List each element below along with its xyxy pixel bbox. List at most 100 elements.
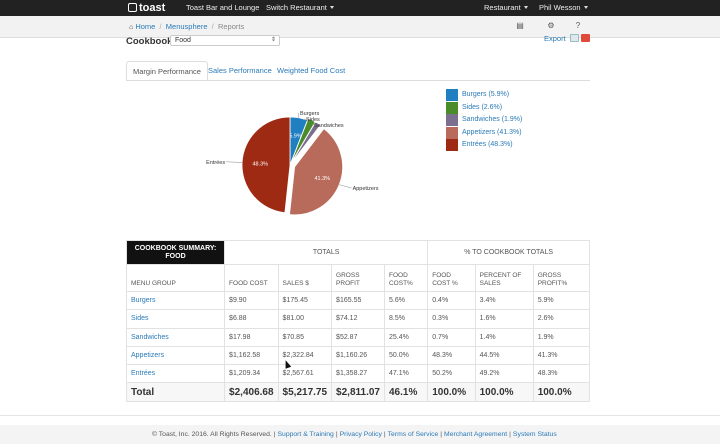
cookbook-select[interactable]: Food ⇕	[170, 35, 280, 46]
breadcrumb-home[interactable]: Home	[135, 22, 156, 31]
user-menu[interactable]: Phil Wesson	[539, 0, 588, 16]
total-cell: 100.0%	[532, 382, 591, 403]
total-cell: 46.1%	[383, 382, 429, 403]
footer-separator: |	[440, 431, 443, 438]
table-cell: $1,162.58	[224, 345, 279, 366]
restaurant-menu-label: Restaurant	[484, 3, 521, 12]
column-header: PERCENT OF SALES	[474, 264, 534, 292]
table-cell: 3.4%	[474, 290, 534, 311]
menu-group-link[interactable]: Sides	[125, 309, 226, 329]
table-cell: $74.12	[331, 309, 385, 329]
table-cell: 47.1%	[383, 364, 429, 384]
toast-logo-icon	[128, 3, 137, 12]
pdf-icon[interactable]	[581, 34, 590, 42]
pie-outer-label: Entrées	[206, 160, 225, 166]
legend-label: Sides (2.6%)	[462, 103, 503, 111]
pie-slice-sandwiches[interactable]	[290, 121, 321, 164]
tab-margin-performance[interactable]: Margin Performance	[126, 61, 208, 81]
select-arrows-icon: ⇕	[270, 37, 276, 43]
table-cell: $165.55	[331, 290, 385, 311]
toast-logo[interactable]: toast	[128, 0, 165, 16]
legend-label: Entrées (48.3%)	[462, 141, 513, 148]
chevron-down-icon	[583, 6, 588, 9]
pie-leader-line	[297, 112, 300, 118]
column-header: SALES $	[277, 264, 333, 292]
column-header: MENU GROUP	[125, 264, 226, 292]
pie-inner-label: 41.3%	[314, 176, 330, 182]
breadcrumb-current: Reports	[217, 22, 245, 31]
table-cell: 25.4%	[383, 327, 429, 347]
table-cell: $17.98	[224, 327, 279, 347]
pie-outer-label: Burgers	[300, 111, 320, 117]
footer-link[interactable]: Privacy Policy	[339, 431, 382, 438]
pie-leader-line	[339, 184, 352, 189]
pie-slice-entres[interactable]	[241, 116, 291, 214]
table-cell: 2.6%	[532, 309, 591, 329]
footer-link[interactable]: Terms of Service	[387, 431, 439, 438]
menu-group-link[interactable]: Sandwiches	[125, 327, 226, 347]
switch-restaurant-menu[interactable]: Switch Restaurant	[266, 0, 334, 16]
cookbook-label: Cookbook:	[126, 36, 176, 47]
table-cell: 50.0%	[383, 345, 429, 366]
breadcrumb-menusphere[interactable]: Menusphere	[165, 22, 208, 31]
chevron-down-icon	[523, 6, 528, 9]
footer-link[interactable]: Merchant Agreement	[444, 431, 508, 438]
breadcrumb: ⌂ Home / Menusphere / Reports	[129, 16, 244, 39]
legend-item[interactable]: Sandwiches (1.9%)	[446, 114, 522, 127]
legend-item[interactable]: Sides (2.6%)	[446, 101, 522, 115]
footer-separator: |	[273, 431, 276, 438]
table-cell: $2,567.61	[277, 364, 333, 384]
help-icon[interactable]: ?	[575, 21, 581, 30]
table-cell: 5.9%	[532, 290, 591, 311]
legend-swatch	[446, 139, 458, 151]
location-name: Toast Bar and Lounge	[186, 3, 260, 12]
footer-link[interactable]: System Status	[512, 431, 557, 438]
column-header-text: PROFIT	[336, 280, 360, 287]
pie-inner-label: 5.9%	[289, 134, 302, 140]
total-cell: $5,217.75	[277, 382, 333, 403]
table-cell: 49.2%	[474, 364, 534, 384]
menu-group-link[interactable]: Appetizers	[125, 345, 226, 366]
table-cell: $9.90	[224, 290, 279, 311]
legend-label: Appetizers (41.3%)	[462, 128, 522, 136]
excel-icon[interactable]	[570, 34, 579, 42]
table-cell: $175.45	[277, 290, 333, 311]
document-icon[interactable]: ▤	[516, 21, 524, 30]
user-name: Phil Wesson	[539, 3, 581, 12]
pie-leader-line	[303, 118, 312, 121]
restaurant-menu[interactable]: Restaurant	[484, 0, 528, 16]
column-header-text: PROFIT%	[537, 280, 568, 287]
summary-title-line2: FOOD	[165, 252, 186, 260]
table-row: Entrées $1,209.34 $2,567.61 $1,358.27 47.1% 5…	[125, 364, 591, 384]
logo-text: toast	[139, 2, 166, 14]
summary-title-line1: COOKBOOK SUMMARY:	[134, 244, 217, 252]
legend-item[interactable]: Appetizers (41.3%)	[446, 126, 522, 140]
legend-item[interactable]: Entrées (48.3%)	[446, 139, 522, 152]
column-header: FOOD COST	[224, 264, 279, 292]
table-row: Sides $6.88 $81.00 $74.12 8.5% 0.3% 1.6% 2.6%	[125, 309, 591, 329]
tab-sales-performance[interactable]: Sales Performance	[208, 66, 272, 75]
menu-group-link[interactable]: Burgers	[125, 290, 226, 311]
total-cell: $2,406.68	[224, 382, 279, 403]
legend-item[interactable]: Burgers (5.9%)	[446, 89, 522, 102]
column-header-text: COST%	[388, 280, 413, 287]
tab-weighted-food-cost[interactable]: Weighted Food Cost	[277, 66, 346, 75]
breadcrumb-separator: /	[209, 22, 216, 31]
footer-separator: |	[335, 431, 338, 438]
column-header-text: GROSS	[336, 272, 360, 279]
breadcrumb-separator: /	[157, 22, 164, 31]
column-header-text: FOOD	[432, 272, 451, 279]
menu-group-link[interactable]: Entrées	[125, 364, 226, 384]
legend-label: Sandwiches (1.9%)	[462, 116, 523, 123]
column-header: GROSS PROFIT	[331, 264, 385, 292]
table-cell: $1,358.27	[331, 364, 385, 384]
footer-link[interactable]: Support & Training	[277, 431, 334, 438]
export-link[interactable]: Export	[544, 34, 566, 43]
total-cell: 100.0%	[474, 382, 534, 403]
pie-slice-appetizers[interactable]	[289, 128, 344, 216]
chart-legend: Burgers (5.9%) Sides (2.6%) Sandwiches (1.…	[446, 89, 522, 152]
gear-icon[interactable]: ⚙	[547, 21, 555, 30]
home-icon[interactable]: ⌂	[129, 24, 134, 31]
pie-outer-label: Appetizers	[353, 186, 379, 192]
table-cell: $70.85	[277, 327, 333, 347]
